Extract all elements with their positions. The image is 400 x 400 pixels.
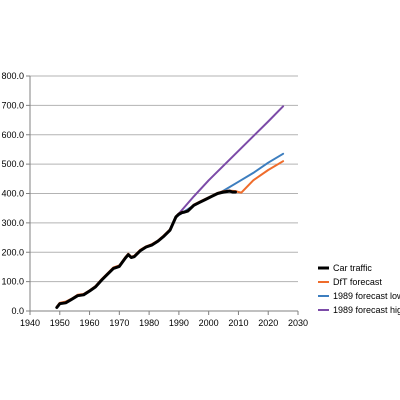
series-lines	[55, 105, 285, 309]
y-tick-label: 800.0	[1, 71, 24, 81]
x-tick-label: 1970	[109, 318, 129, 328]
y-tick-label: 300.0	[1, 218, 24, 228]
series-line-1989-forecast-high	[174, 105, 285, 218]
legend-label: 1989 forecast high	[333, 305, 400, 315]
y-tick-label: 600.0	[1, 130, 24, 140]
x-tick-label: 2020	[258, 318, 278, 328]
y-tick-label: 200.0	[1, 247, 24, 257]
series-line-dft-forecast	[55, 160, 285, 308]
x-axis-ticks: 1940 1950 1960 1970 1980 1990 2000 2010 2020 2030	[20, 311, 308, 328]
y-tick-label: 0.0	[11, 306, 24, 316]
legend-label: Car traffic	[333, 263, 372, 273]
y-tick-label: 700.0	[1, 100, 24, 110]
x-tick-label: 1950	[50, 318, 70, 328]
y-axis-ticks: 0.0 100.0 200.0 300.0 400.0 500.0 600.0 700.0 80…	[1, 71, 30, 316]
legend: Car traffic DfT forecast 1989 forecast low…	[318, 263, 400, 315]
y-tick-label: 400.0	[1, 189, 24, 199]
series-line-car-traffic	[55, 189, 237, 309]
x-tick-label: 2000	[199, 318, 219, 328]
legend-label: DfT forecast	[333, 277, 382, 287]
x-tick-label: 1980	[139, 318, 159, 328]
x-tick-label: 2010	[228, 318, 248, 328]
x-tick-label: 1940	[20, 318, 40, 328]
x-tick-label: 2030	[288, 318, 308, 328]
y-tick-label: 100.0	[1, 277, 24, 287]
y-tick-label: 500.0	[1, 159, 24, 169]
x-tick-label: 1990	[169, 318, 189, 328]
gridlines	[30, 75, 298, 283]
x-tick-label: 1960	[80, 318, 100, 328]
legend-label: 1989 forecast low	[333, 291, 400, 301]
